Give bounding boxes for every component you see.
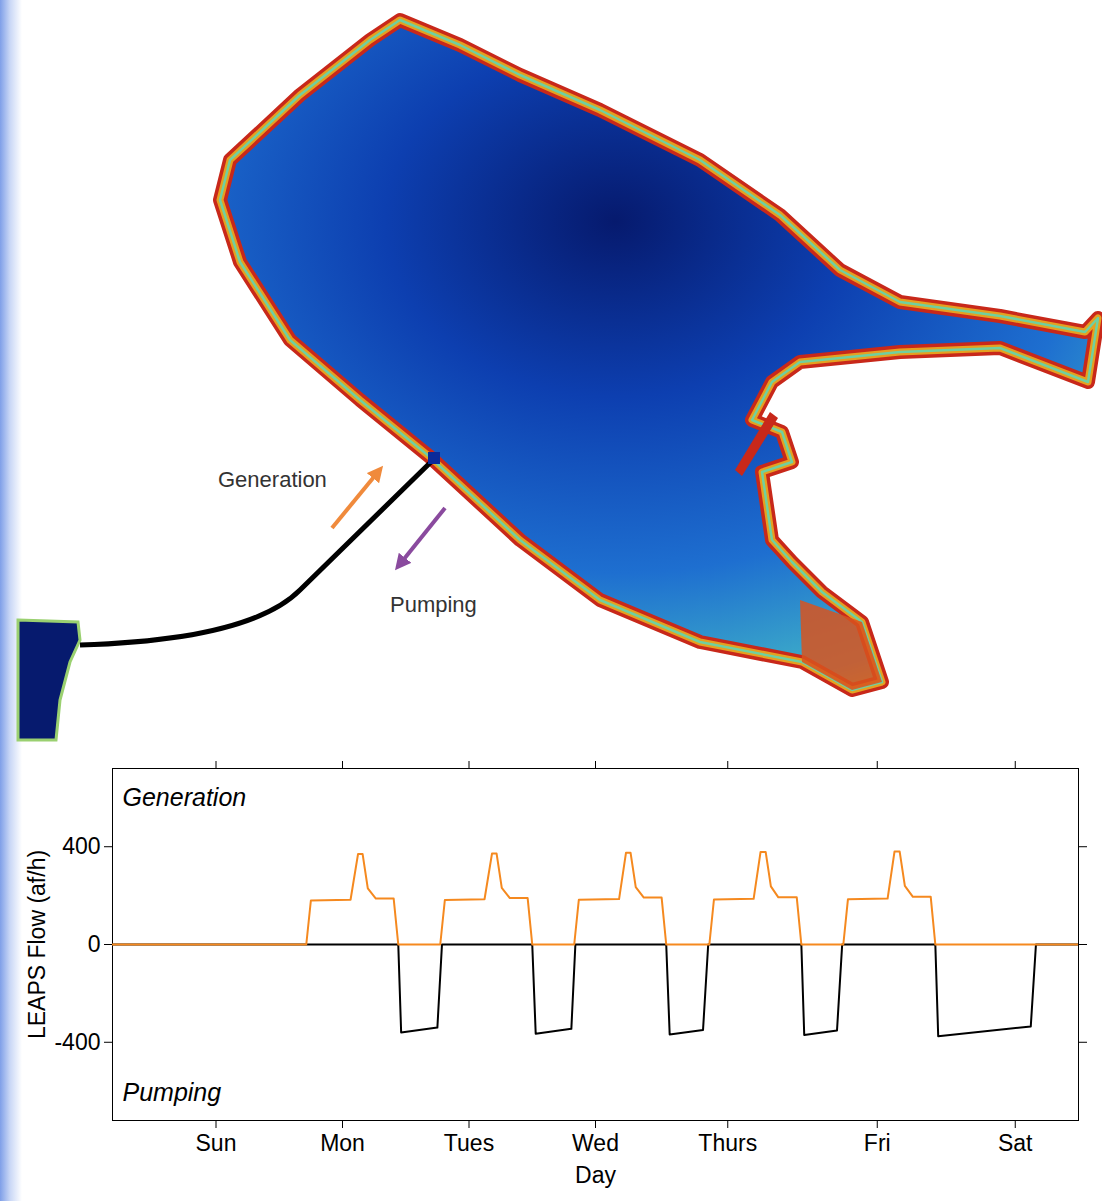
svg-text:400: 400 [62, 833, 100, 859]
svg-text:Fri: Fri [864, 1130, 891, 1156]
svg-text:LEAPS Flow (af/h): LEAPS Flow (af/h) [24, 850, 50, 1039]
svg-text:Generation: Generation [123, 783, 247, 811]
svg-text:Pumping: Pumping [390, 592, 477, 617]
svg-text:-400: -400 [54, 1029, 100, 1055]
svg-text:Tues: Tues [444, 1130, 494, 1156]
svg-text:Sat: Sat [998, 1130, 1033, 1156]
svg-text:Generation: Generation [218, 467, 327, 492]
svg-text:0: 0 [88, 931, 101, 957]
svg-text:Pumping: Pumping [123, 1078, 222, 1106]
svg-text:Thurs: Thurs [698, 1130, 757, 1156]
svg-text:Sun: Sun [196, 1130, 237, 1156]
svg-text:Wed: Wed [572, 1130, 619, 1156]
svg-text:Day: Day [575, 1162, 616, 1188]
svg-text:Mon: Mon [320, 1130, 365, 1156]
